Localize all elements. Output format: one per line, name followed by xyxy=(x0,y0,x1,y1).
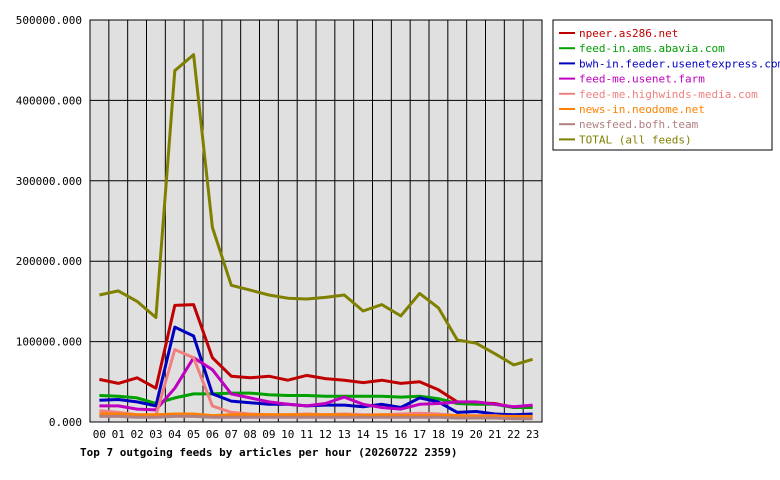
x-tick-label: 00 xyxy=(93,428,106,441)
x-tick-label: 11 xyxy=(300,428,313,441)
series-line xyxy=(99,391,533,409)
legend-label: news-in.neodome.net xyxy=(579,103,705,116)
x-tick-label: 22 xyxy=(507,428,520,441)
x-tick-label: 05 xyxy=(187,428,200,441)
legend-box xyxy=(552,19,773,151)
x-tick-label: 13 xyxy=(338,428,351,441)
x-tick-label: 03 xyxy=(149,428,162,441)
x-tick-label: 08 xyxy=(243,428,256,441)
legend-label: newsfeed.bofh.team xyxy=(579,118,699,131)
x-tick-label: 09 xyxy=(262,428,275,441)
x-tick-label: 14 xyxy=(356,428,370,441)
series-line xyxy=(99,53,534,367)
legend-label: npeer.as286.net xyxy=(579,27,678,40)
x-axis-ticks: 00 01 02 03 04 05 06 07 08 09 10 11 12 13 14 15 16 17 18 19… xyxy=(93,428,539,441)
x-tick-label: 19 xyxy=(451,428,464,441)
x-tick-label: 15 xyxy=(375,428,388,441)
legend-label: feed-me.usenet.farm xyxy=(579,73,705,86)
x-tick-label: 06 xyxy=(206,428,219,441)
x-tick-label: 16 xyxy=(394,428,407,441)
y-tick-label: 0.000 xyxy=(49,416,82,429)
series-line xyxy=(99,356,533,412)
series-lines xyxy=(99,53,534,421)
y-tick-label: 500000.000 xyxy=(16,14,82,27)
chart-title: Top 7 outgoing feeds by articles per hou… xyxy=(80,446,458,459)
y-tick-label: 200000.000 xyxy=(16,255,82,268)
x-tick-label: 18 xyxy=(432,428,445,441)
x-tick-label: 02 xyxy=(130,428,143,441)
y-tick-label: 300000.000 xyxy=(16,175,82,188)
x-tick-label: 10 xyxy=(281,428,294,441)
legend-label: TOTAL (all feeds) xyxy=(579,133,692,146)
y-tick-label: 400000.000 xyxy=(16,94,82,107)
grid xyxy=(90,19,542,423)
y-tick-label: 100000.000 xyxy=(16,336,82,349)
x-tick-label: 12 xyxy=(319,428,332,441)
x-tick-label: 23 xyxy=(526,428,539,441)
legend-label: feed-me.highwinds-media.com xyxy=(579,88,758,101)
legend-label: feed-in.ams.abavia.com xyxy=(579,42,725,55)
series-line xyxy=(99,412,533,418)
x-tick-label: 21 xyxy=(488,428,501,441)
x-tick-label: 07 xyxy=(225,428,238,441)
y-axis-ticks: 0.000 100000.000 200000.000 300000.000 40000… xyxy=(16,14,82,429)
legend: npeer.as286.net feed-in.ams.abavia.com bwh… xyxy=(552,19,780,151)
legend-label: bwh-in.feeder.usenetexpress.com xyxy=(579,57,780,70)
x-tick-label: 20 xyxy=(469,428,482,441)
x-tick-label: 01 xyxy=(112,428,125,441)
x-tick-label: 17 xyxy=(413,428,426,441)
series-line xyxy=(99,414,533,421)
x-tick-label: 04 xyxy=(168,428,182,441)
